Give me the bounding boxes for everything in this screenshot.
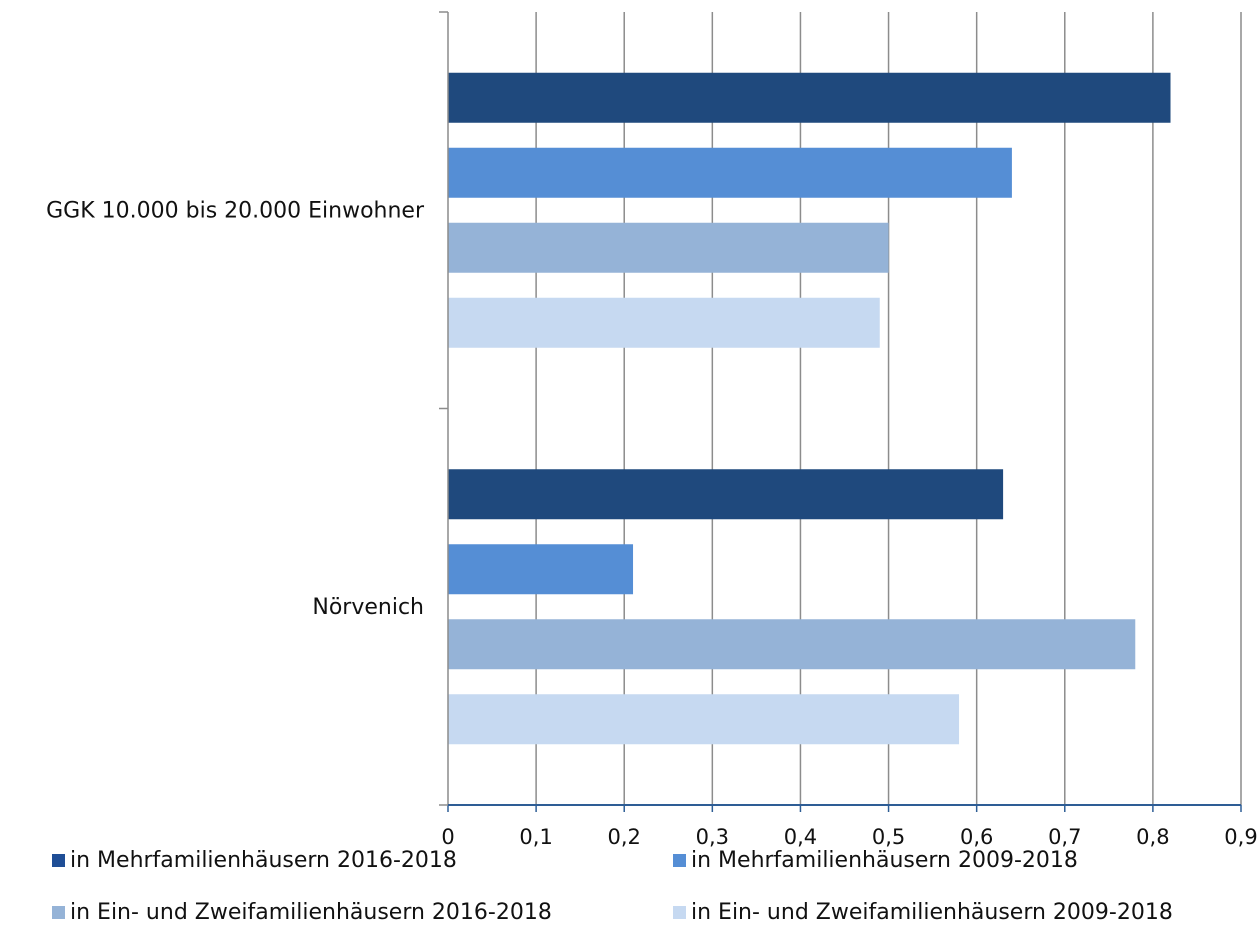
bar [448,544,634,595]
category-label: Nörvenich [312,595,424,620]
x-tick-label: 0,4 [784,825,817,849]
bar [448,222,889,273]
bar [448,72,1171,123]
bar [448,297,880,348]
bars [448,72,1171,745]
x-tick-label: 0,8 [1136,825,1169,849]
axes [439,11,1242,812]
bar [448,619,1136,670]
x-tick-label: 0,1 [519,825,552,849]
tick-labels: 0 0,1 0,2 0,3 0,4 0,5 0,6 0,7 0,8 0,9 [441,825,1257,849]
category-label: GGK 10.000 bis 20.000 Einwohner [46,198,425,223]
bar [448,147,1012,198]
x-tick-label: 0,9 [1224,825,1257,849]
bar [448,469,1004,520]
x-tick-label: 0,5 [872,825,905,849]
x-tick-label: 0 [441,825,454,849]
x-tick-label: 0,7 [1048,825,1081,849]
bar [448,694,960,745]
x-tick-label: 0,2 [608,825,641,849]
category-labels: GGK 10.000 bis 20.000 Einwohner Nörvenich [46,198,425,620]
x-tick-label: 0,3 [696,825,729,849]
x-tick-label: 0,6 [960,825,993,849]
gridlines [535,12,1242,805]
